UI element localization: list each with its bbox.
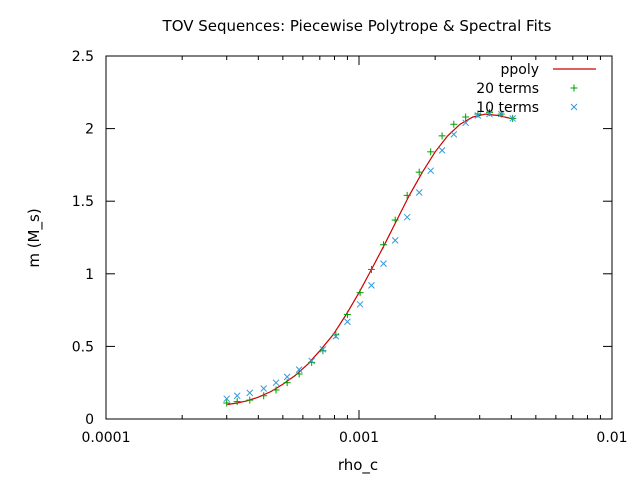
y-axis-label: m (M_s) (25, 208, 44, 267)
data-point-10-terms (380, 260, 387, 267)
data-point-10-terms (415, 189, 423, 196)
data-point-20-terms (474, 110, 482, 118)
x-tick-label: 0.001 (339, 430, 379, 446)
data-point-20-terms (380, 241, 388, 249)
y-tick-label: 1 (85, 267, 94, 283)
y-tick-label: 2 (85, 122, 94, 138)
data-point-20-terms (319, 347, 327, 355)
data-point-10-terms (223, 395, 231, 403)
data-point-20-terms (332, 331, 340, 339)
y-axis: 0 0.5 1 1.5 2 2.5 (72, 49, 612, 428)
chart-title: TOV Sequences: Piecewise Polytrope & Spe… (162, 17, 552, 35)
series-line-ppoly (227, 113, 511, 406)
y-tick-label: 0 (85, 412, 94, 428)
data-point-10-terms (295, 366, 303, 373)
data-point-10-terms (497, 110, 505, 118)
data-point-10-terms (344, 318, 351, 326)
data-point-20-terms (260, 392, 268, 400)
data-point-10-terms (356, 300, 364, 308)
data-point-10-terms (450, 131, 458, 138)
data-point-20-terms (295, 370, 303, 378)
data-point-10-terms (332, 332, 340, 340)
data-point-10-terms (486, 110, 493, 118)
y-tick-label: 0.5 (72, 339, 94, 355)
data-point-10-terms (319, 345, 327, 353)
legend: ppoly 20 terms 10 terms (476, 62, 596, 116)
x-tick-label: 0.0001 (82, 430, 131, 446)
data-point-10-terms (509, 115, 517, 122)
data-point-10-terms (272, 379, 280, 387)
y-tick-label: 1.5 (72, 194, 94, 210)
data-point-10-terms (368, 282, 375, 289)
data-point-10-terms (427, 167, 435, 175)
x-axis-label: rho_c (338, 456, 378, 475)
data-point-10-terms (474, 112, 482, 119)
data-point-10-terms (260, 385, 268, 392)
data-point-20-terms (308, 358, 316, 366)
data-point-10-terms (462, 119, 470, 127)
data-point-20-terms (415, 168, 423, 176)
data-point-20-terms (450, 120, 458, 128)
data-point-20-terms (343, 310, 351, 318)
data-point-20-terms (391, 216, 399, 224)
data-point-20-terms (233, 398, 241, 406)
data-point-20-terms (403, 191, 411, 199)
data-point-20-terms (462, 113, 470, 121)
data-point-10-terms (403, 213, 411, 221)
data-point-20-terms (356, 289, 364, 297)
data-point-20-terms (283, 379, 291, 387)
data-point-20-terms (427, 148, 435, 156)
x-axis: 0.0001 0.001 0.01 (82, 56, 628, 446)
x-tick-label: 0.01 (596, 430, 627, 446)
data-point-20-terms (486, 109, 494, 117)
data-point-10-terms (438, 147, 446, 154)
data-point-20-terms (438, 132, 446, 140)
legend-label: 10 terms (476, 100, 539, 116)
data-point-10-terms (246, 389, 254, 397)
data-point-10-terms (391, 237, 399, 244)
data-point-10-terms (233, 392, 241, 400)
legend-swatch-cross (570, 103, 578, 111)
data-point-20-terms (223, 399, 231, 407)
data-point-20-terms (246, 396, 254, 404)
legend-label: ppoly (500, 62, 539, 78)
data-point-10-terms (308, 357, 316, 365)
legend-swatch-plus (570, 84, 578, 92)
data-point-10-terms (283, 373, 291, 381)
data-point-20-terms (367, 265, 375, 273)
y-tick-label: 2.5 (72, 49, 94, 65)
data-point-20-terms (272, 386, 280, 394)
series-layer (223, 109, 517, 407)
legend-label: 20 terms (476, 81, 539, 97)
